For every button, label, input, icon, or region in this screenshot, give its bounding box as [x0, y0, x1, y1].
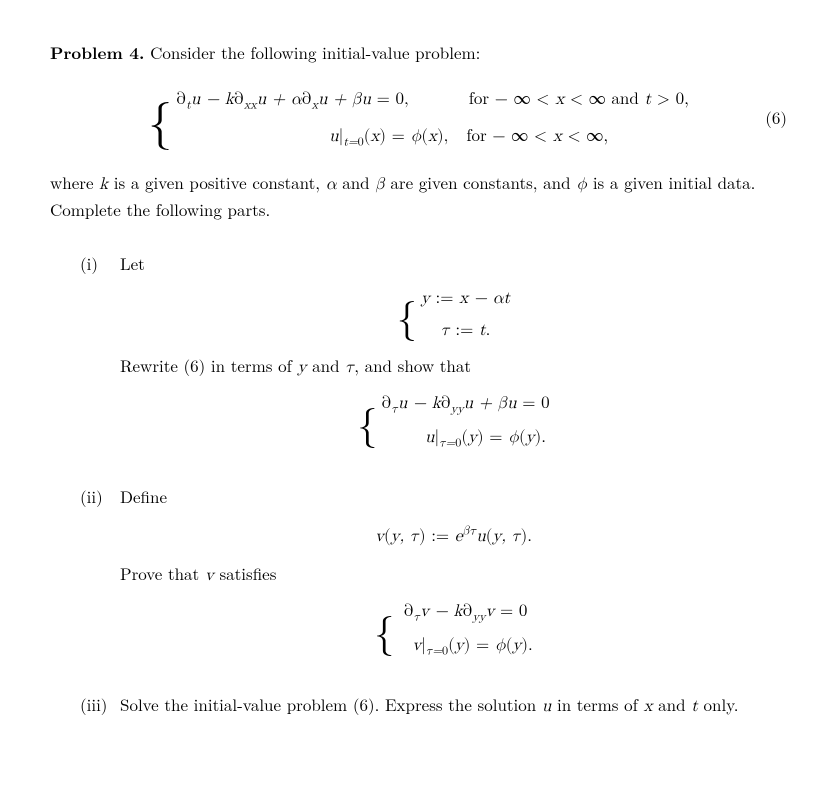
part-ii: (ii) Define v(y, τ) := eβτu(y, τ). Prove…	[80, 484, 787, 670]
left-brace-icon: {	[357, 406, 377, 438]
equation-number: (6)	[765, 105, 787, 131]
part-ii-prove: Prove that v satisfies	[120, 561, 787, 589]
text: only.	[698, 692, 739, 716]
desc-text: and	[337, 170, 376, 194]
part-i-lead: Let	[120, 251, 787, 277]
part-i-eq1: ∂τu − k∂yyu + βu = 0	[381, 391, 549, 419]
text: satisfies	[214, 561, 277, 585]
left-brace-icon: {	[374, 614, 394, 646]
problem-heading-rest: Consider the following initial-value pro…	[144, 40, 480, 64]
part-iii: (iii) Solve the initial-value problem (6…	[80, 692, 787, 720]
desc-k: k	[99, 176, 108, 193]
pde-condition: for − ∞ < x < ∞ and t > 0,	[469, 85, 689, 113]
main-equation: { ∂tu − k∂xxu + α∂xu + βu = 0, for − ∞ <…	[50, 85, 787, 152]
part-label: (i)	[80, 251, 120, 277]
part-i: (i) Let { y := x − αt τ := t. Rewrite (6…	[80, 251, 787, 462]
left-brace-icon: {	[148, 99, 172, 137]
ic-condition: for − ∞ < x < ∞,	[466, 122, 608, 150]
text: , and show that	[354, 353, 471, 377]
text: Prove that	[120, 561, 205, 585]
var-t: t	[691, 698, 698, 715]
desc-text: are given constants, and	[385, 170, 576, 194]
part-label: (iii)	[80, 692, 120, 718]
pde-line: ∂tu − k∂xxu + α∂xu + βu = 0,	[176, 87, 409, 115]
text: Rewrite (6) in terms of	[120, 353, 297, 377]
part-i-mid: Rewrite (6) in terms of y and τ, and sho…	[120, 353, 787, 381]
ic-line: u|t=0(x) = ϕ(x),	[329, 124, 448, 152]
left-brace-icon: {	[397, 299, 417, 331]
substitution-y: y := x − αt	[421, 286, 510, 312]
substitution-tau: τ := t.	[421, 318, 510, 344]
desc-beta: β	[375, 176, 385, 193]
var-tau: τ	[345, 359, 354, 376]
desc-phi: ϕ	[576, 176, 587, 193]
problem-description: where k is a given positive constant, α …	[50, 170, 787, 223]
text: in terms of	[551, 692, 643, 716]
part-ii-eq2: v|τ=0(y) = ϕ(y).	[398, 633, 532, 661]
text: Solve the initial-value problem (6). Exp…	[120, 692, 542, 716]
text: and	[653, 692, 692, 716]
part-label: (ii)	[80, 484, 120, 510]
desc-alpha: α	[326, 176, 337, 193]
var-u: u	[542, 698, 551, 715]
desc-text: where	[50, 170, 99, 194]
part-ii-eq1: ∂τv − k∂yyv = 0	[398, 599, 532, 627]
var-x: x	[644, 698, 653, 715]
part-ii-lead: Define	[120, 484, 787, 510]
var-v: v	[205, 567, 214, 584]
text: and	[306, 353, 345, 377]
desc-text: is a given positive constant,	[108, 170, 325, 194]
problem-intro: Problem 4. Consider the following initia…	[50, 40, 787, 67]
part-i-eq2: u|τ=0(y) = ϕ(y).	[381, 425, 549, 453]
problem-heading: Problem 4.	[50, 41, 144, 65]
part-ii-def: v(y, τ) := eβτu(y, τ).	[375, 528, 532, 545]
